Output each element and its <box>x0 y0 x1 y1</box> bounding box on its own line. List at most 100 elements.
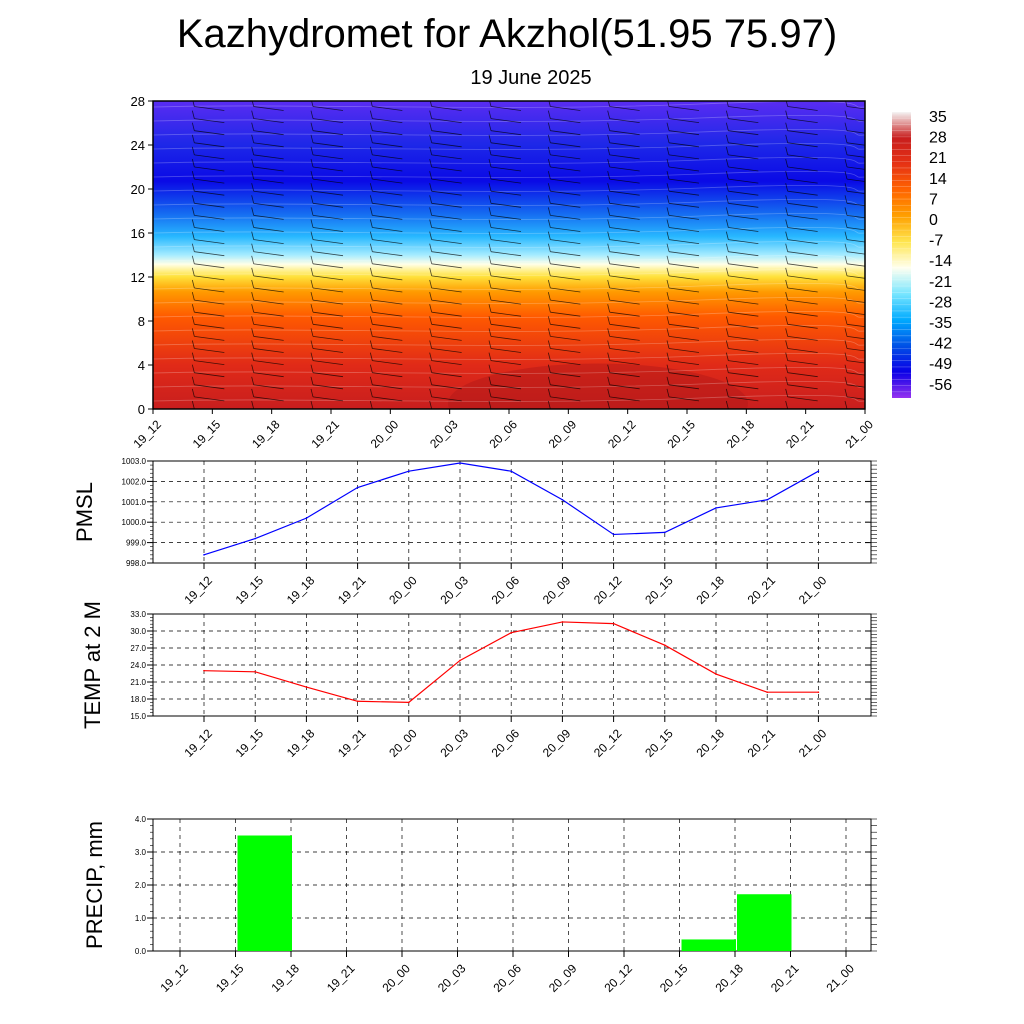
pmsl-point <box>305 517 308 519</box>
wind-barb <box>310 316 344 329</box>
barb-flag <box>607 110 611 119</box>
barb-flag <box>547 292 551 301</box>
barb-flag <box>191 183 195 192</box>
barb-flag <box>844 292 848 301</box>
barb-shaft <box>728 372 759 378</box>
barb-shaft <box>728 336 759 341</box>
wind-barb <box>844 376 865 388</box>
wind-barb <box>547 207 581 220</box>
barb-flag <box>251 400 255 409</box>
barb-shaft <box>490 251 522 257</box>
barb-flag <box>310 364 314 373</box>
barb-shaft <box>550 336 581 341</box>
barb-flag <box>191 267 195 276</box>
barb-shaft <box>490 275 522 281</box>
temp-point <box>766 691 768 693</box>
barb-flag <box>369 146 373 155</box>
wind-barb <box>429 292 462 305</box>
barb-shaft <box>431 275 462 281</box>
wind-barb <box>607 158 640 172</box>
pmsl-point <box>766 498 768 501</box>
wind-barb <box>310 376 344 390</box>
barb-shaft <box>431 178 462 184</box>
barb-flag <box>844 388 848 397</box>
barb-shaft <box>194 396 225 402</box>
wind-barb <box>251 292 284 305</box>
barb-shaft <box>312 106 344 111</box>
wind-barb <box>191 183 225 196</box>
wind-barb <box>607 340 640 353</box>
barb-flag <box>785 340 789 349</box>
wind-barb <box>310 146 344 160</box>
barb-flag <box>251 183 255 192</box>
x-tick-label: 20_03 <box>435 961 469 995</box>
barb-flag <box>607 207 611 216</box>
barb-flag <box>310 146 314 155</box>
barb-shaft <box>312 360 344 365</box>
barb-shaft <box>431 118 462 123</box>
y-tick-label: 1.0 <box>135 914 147 923</box>
barb-flag <box>191 219 195 228</box>
barb-flag <box>488 400 492 409</box>
barb-shaft <box>194 227 225 232</box>
barb-shaft <box>312 190 344 196</box>
temp-point <box>356 700 359 703</box>
barb-flag <box>725 388 729 397</box>
wind-barb <box>725 328 759 341</box>
wind-barb <box>429 219 462 232</box>
barb-shaft <box>846 287 865 291</box>
barb-flag <box>310 304 314 313</box>
wind-barb <box>785 376 818 390</box>
contour-line <box>153 324 865 332</box>
x-tick-label: 20_09 <box>546 961 580 995</box>
barb-flag <box>429 376 433 385</box>
wind-barb <box>844 352 865 364</box>
wind-barb <box>310 279 344 293</box>
barb-flag <box>488 146 492 155</box>
barb-flag <box>369 195 373 204</box>
x-tick-label: 19_21 <box>308 417 342 451</box>
barb-flag <box>844 328 848 337</box>
temp-point <box>561 621 564 623</box>
wind-barb <box>488 243 522 257</box>
barb-flag <box>725 219 729 228</box>
wind-barb <box>725 158 759 172</box>
barb-shaft <box>312 251 344 257</box>
colorbar-label: -35 <box>929 315 952 332</box>
wind-barb <box>547 340 581 353</box>
wind-barb <box>191 352 225 365</box>
barb-flag <box>844 158 848 168</box>
barb-shaft <box>846 275 865 279</box>
barb-flag <box>191 195 195 204</box>
barb-shaft <box>668 251 700 257</box>
wind-barb <box>785 340 818 353</box>
barb-shaft <box>728 275 759 281</box>
barb-shaft <box>194 106 225 111</box>
wind-barb <box>785 316 818 329</box>
barb-shaft <box>312 118 344 123</box>
barb-shaft <box>194 263 225 269</box>
wind-barb <box>844 255 865 267</box>
barb-flag <box>725 146 729 155</box>
barb-shaft <box>253 130 284 136</box>
barb-flag <box>844 146 848 155</box>
wind-barb <box>251 195 284 208</box>
barb-shaft <box>550 106 581 111</box>
barb-flag <box>488 231 492 240</box>
wind-barb <box>607 388 640 402</box>
barb-shaft <box>253 396 284 402</box>
wind-barb <box>369 328 403 341</box>
barb-flag <box>251 292 255 301</box>
barb-shaft <box>253 360 284 365</box>
y-tick-label: 20 <box>131 182 145 197</box>
barb-shaft <box>550 275 581 281</box>
wind-barb <box>844 340 865 352</box>
barb-shaft <box>787 130 818 136</box>
barb-shaft <box>846 227 865 231</box>
barb-shaft <box>431 227 462 232</box>
wind-barb <box>666 292 700 305</box>
wind-barb <box>547 400 554 409</box>
barb-shaft <box>728 396 759 402</box>
barb-shaft <box>431 323 462 329</box>
barb-shaft <box>609 299 640 305</box>
